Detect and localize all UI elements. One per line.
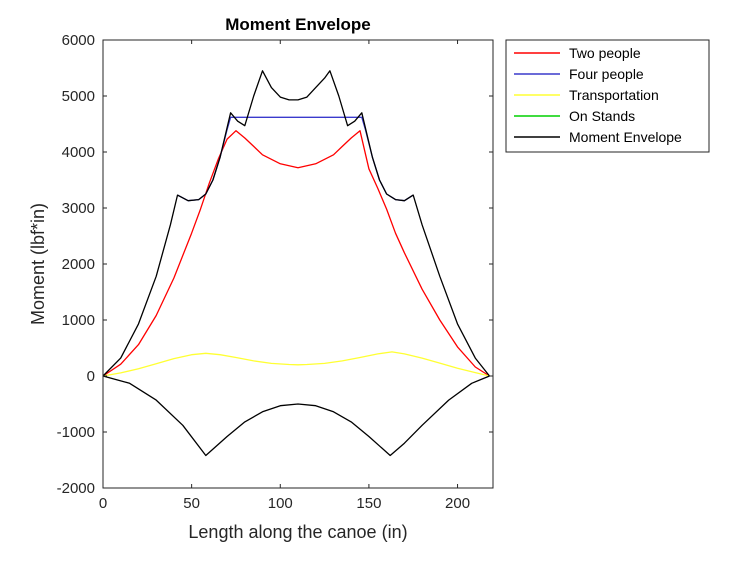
x-tick-label: 200 (445, 495, 470, 512)
legend-box (505, 39, 710, 153)
x-axis-ticks: 0 50 100 150 200 (99, 40, 470, 512)
series-line-two-people (102, 130, 490, 377)
y-tick-label: -2000 (57, 480, 95, 497)
y-tick-label: 3000 (62, 200, 95, 217)
plot-frame (102, 39, 494, 489)
y-axis-ticks: -2000 -1000 0 1000 2000 3000 4000 5000 6000 (57, 32, 493, 497)
y-tick-label: -1000 (57, 424, 95, 441)
legend-label: Transportation (569, 87, 659, 103)
y-tick-label: 0 (87, 368, 95, 385)
series-layer (102, 70, 491, 457)
y-tick-label: 6000 (62, 32, 95, 49)
legend-label: On Stands (569, 108, 635, 124)
legend-label: Moment Envelope (569, 129, 682, 145)
legend-items: Two people Four people Transportation On St… (514, 45, 682, 145)
x-tick-label: 100 (268, 495, 293, 512)
legend: Two people Four people Transportation On St… (505, 39, 710, 153)
chart-title: Moment Envelope (225, 15, 370, 34)
y-tick-label: 1000 (62, 312, 95, 329)
series-line-moment-envelope (102, 70, 491, 457)
y-tick-label: 4000 (62, 144, 95, 161)
y-axis-label: Moment (lbf*in) (28, 203, 48, 325)
x-tick-label: 150 (356, 495, 381, 512)
y-tick-label: 2000 (62, 256, 95, 273)
series-line-transportation (102, 351, 490, 377)
x-tick-label: 50 (183, 495, 200, 512)
x-tick-label: 0 (99, 495, 107, 512)
legend-label: Four people (569, 66, 644, 82)
x-axis-label: Length along the canoe (in) (188, 522, 407, 542)
legend-label: Two people (569, 45, 641, 61)
y-tick-label: 5000 (62, 88, 95, 105)
